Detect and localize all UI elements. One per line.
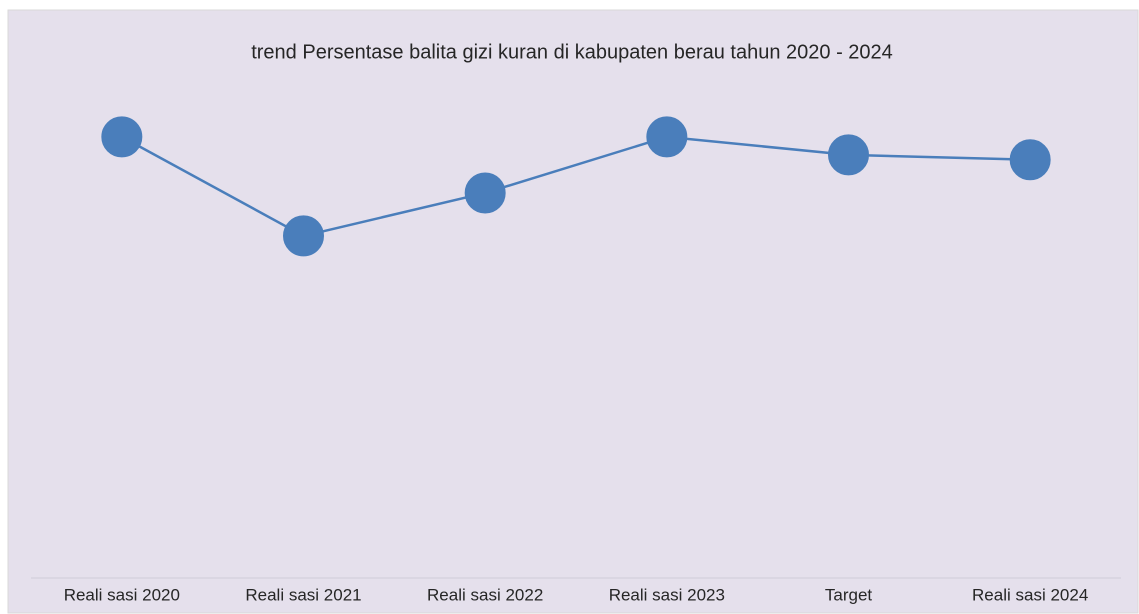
x-tick-label: Reali sasi 2024 bbox=[972, 585, 1088, 604]
x-tick-label: Reali sasi 2021 bbox=[245, 585, 361, 604]
marker bbox=[464, 172, 506, 214]
marker bbox=[828, 134, 869, 176]
x-tick-label: Target bbox=[825, 585, 873, 604]
chart-background bbox=[7, 9, 1139, 614]
line bbox=[121, 135, 1031, 238]
marker bbox=[1009, 139, 1051, 181]
marker bbox=[283, 215, 324, 257]
x-tick-label: Reali sasi 2020 bbox=[64, 585, 180, 604]
chart-title: trend Persentase balita gizi kuran di ka… bbox=[251, 41, 893, 63]
x-tick-label: Reali sasi 2022 bbox=[427, 585, 543, 604]
x-tick-label: Reali sasi 2023 bbox=[609, 585, 725, 604]
marker bbox=[101, 116, 143, 158]
marker bbox=[646, 116, 688, 158]
